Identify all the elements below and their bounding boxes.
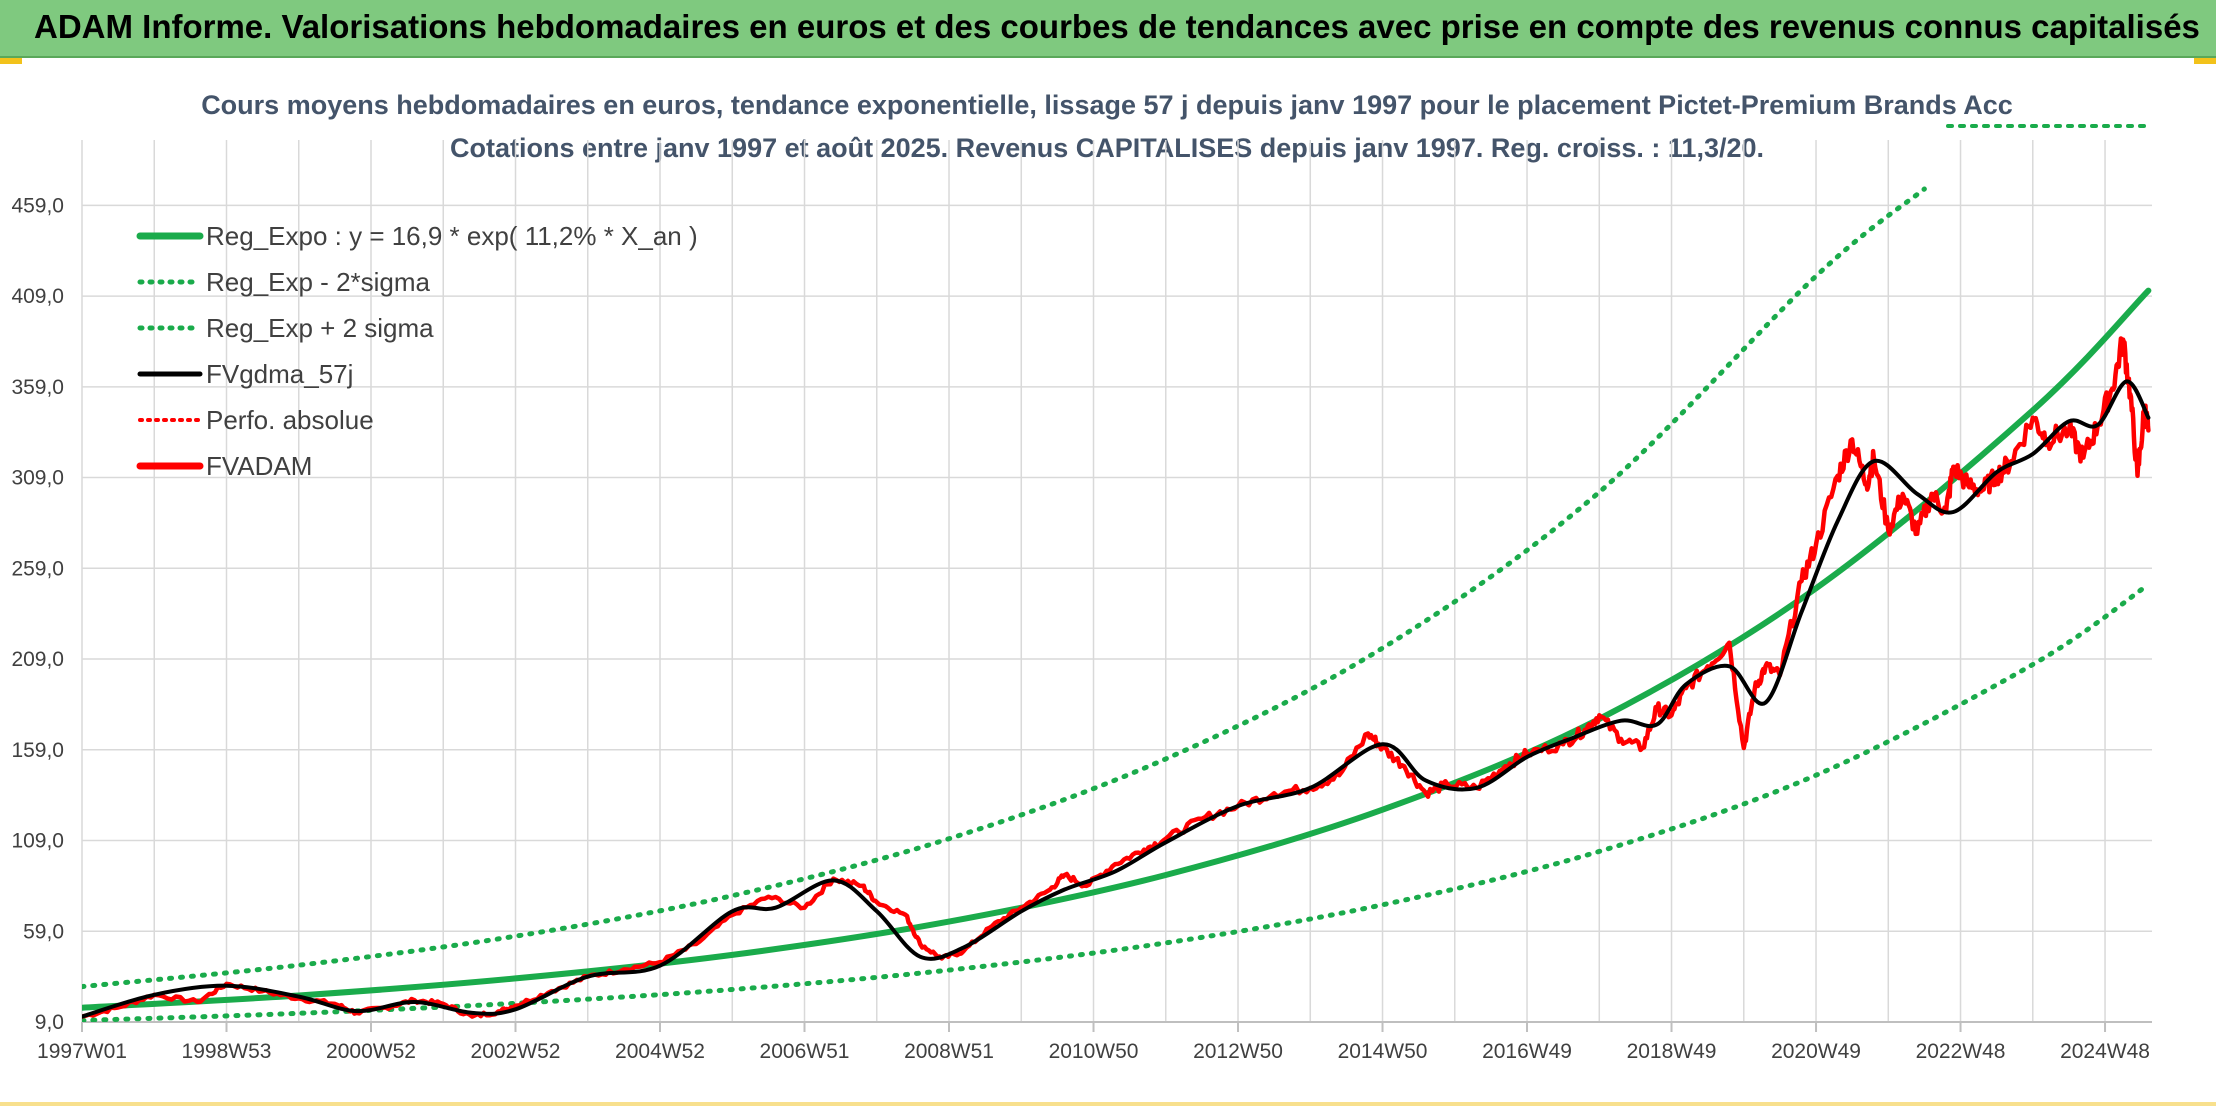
report-header: ADAM Informe. Valorisations hebdomadaire…	[0, 0, 2216, 58]
legend: Reg_Expo : y = 16,9 * exp( 11,2% * X_an …	[136, 221, 698, 481]
legend-label: Perfo. absolue	[206, 405, 374, 435]
chart-title-line1: Cours moyens hebdomadaires en euros, ten…	[201, 90, 2013, 120]
line-chart: Cours moyens hebdomadaires en euros, ten…	[11, 90, 2152, 1063]
footer-strip	[0, 1102, 2216, 1106]
x-tick-label: 2006W51	[760, 1040, 850, 1063]
x-tick-label: 2020W49	[1771, 1040, 1861, 1063]
y-tick-label: 159,0	[11, 739, 64, 762]
x-tick-label: 2008W51	[904, 1040, 994, 1063]
x-tick-label: 2012W50	[1193, 1040, 1283, 1063]
y-axis: 9,0 59,0 109,0 159,0 209,0 259,0 309,0 359,0 409…	[11, 194, 64, 1034]
y-tick-label: 109,0	[11, 830, 64, 853]
x-tick-label: 2022W48	[1916, 1040, 2006, 1063]
y-tick-label: 309,0	[11, 467, 64, 490]
legend-label: Reg_Expo : y = 16,9 * exp( 11,2% * X_an …	[206, 221, 698, 251]
series-reg-expo	[82, 287, 2152, 1011]
grid-lines	[81, 140, 2152, 1023]
x-tick-label: 2018W49	[1627, 1040, 1717, 1063]
x-tick-label: 2024W48	[2060, 1040, 2150, 1063]
legend-label: FVgdma_57j	[206, 359, 353, 389]
header-accent-right	[2194, 58, 2216, 64]
header-accent-left	[0, 58, 22, 64]
x-tick-label: 2014W50	[1338, 1040, 1428, 1063]
y-tick-label: 409,0	[11, 285, 64, 308]
plot-series	[82, 186, 2152, 1022]
legend-label: FVADAM	[206, 451, 312, 481]
x-tick-label: 1997W01	[37, 1040, 127, 1063]
x-tick-label: 2002W52	[471, 1040, 561, 1063]
x-tick-label: 2010W50	[1049, 1040, 1139, 1063]
y-tick-label: 359,0	[11, 376, 64, 399]
report-title: ADAM Informe. Valorisations hebdomadaire…	[34, 8, 2200, 45]
series-fvadam	[82, 336, 2151, 1019]
chart-title-line2: Cotations entre janv 1997 et août 2025. …	[450, 133, 1764, 163]
y-tick-label: 209,0	[11, 648, 64, 671]
x-axis: 1997W01 1998W53 2000W52 2002W52 2004W52 2006W…	[37, 1021, 2152, 1063]
y-tick-label: 59,0	[23, 920, 64, 943]
series-fvgdma-57j	[82, 379, 2151, 1019]
y-tick-label: 9,0	[35, 1011, 64, 1034]
series-reg-exp-plus-2sigma	[82, 186, 1927, 990]
x-tick-label: 2004W52	[615, 1040, 705, 1063]
legend-label: Reg_Exp - 2*sigma	[206, 267, 431, 297]
legend-label: Reg_Exp + 2 sigma	[206, 313, 434, 343]
x-tick-label: 1998W53	[182, 1040, 272, 1063]
y-tick-label: 259,0	[11, 557, 64, 580]
x-tick-label: 2000W52	[326, 1040, 416, 1063]
chart-area: Cours moyens hebdomadaires en euros, ten…	[0, 62, 2216, 1106]
y-tick-label: 459,0	[11, 194, 64, 217]
x-tick-label: 2016W49	[1482, 1040, 1572, 1063]
